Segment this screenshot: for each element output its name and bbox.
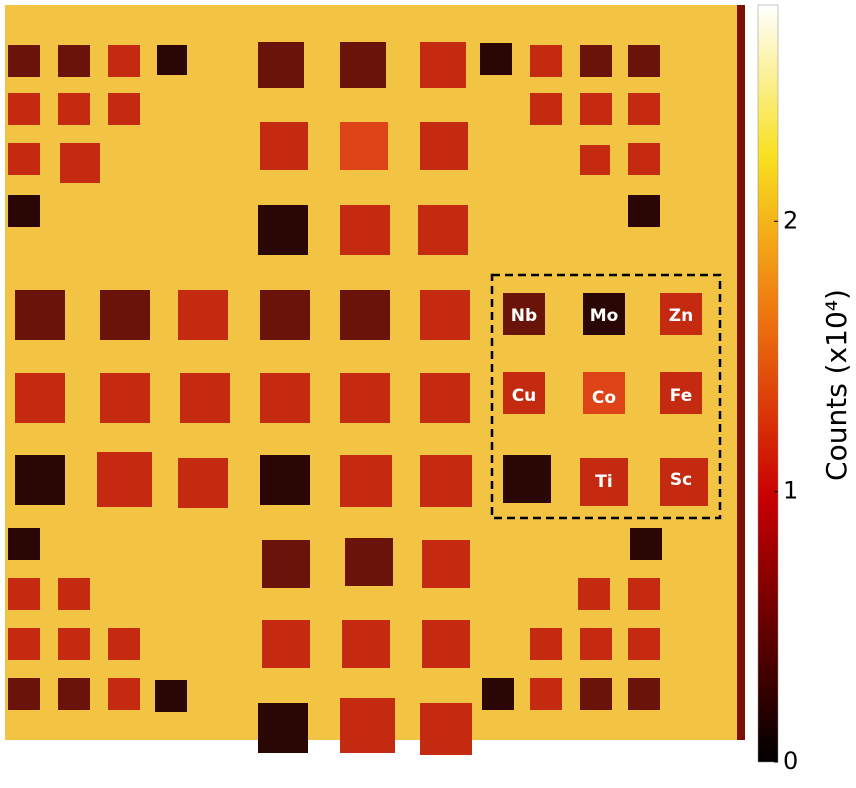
sample-square — [628, 578, 660, 610]
sample-square — [530, 93, 562, 125]
sample-square — [580, 678, 612, 710]
sample-square — [480, 43, 512, 75]
element-label: Co — [592, 388, 616, 408]
sample-square — [340, 455, 392, 507]
element-label: Mo — [590, 306, 619, 326]
colorbar-tick-label: 1 — [783, 477, 798, 505]
sample-square — [58, 578, 90, 610]
sample-square — [630, 528, 662, 560]
sample-square — [8, 528, 40, 560]
sample-square — [157, 45, 187, 75]
sample-square — [340, 698, 395, 753]
colorbar-title: Counts (x10⁴) — [820, 289, 853, 481]
sample-square — [260, 122, 308, 170]
sample-square — [8, 45, 40, 77]
sample-square — [258, 42, 304, 88]
sample-square — [58, 45, 90, 77]
sample-square — [108, 93, 140, 125]
sample-square — [530, 678, 562, 710]
sample-square — [418, 205, 468, 255]
sample-square — [503, 455, 551, 503]
sample-square — [340, 122, 388, 170]
sample-square — [580, 45, 612, 77]
element-label: Zn — [669, 306, 693, 326]
sample-square — [628, 143, 660, 175]
sample-square — [178, 458, 228, 508]
sample-square — [340, 373, 390, 423]
sample-square — [422, 620, 470, 668]
sample-square — [8, 628, 40, 660]
sample-square — [108, 678, 140, 710]
sample-square — [420, 122, 468, 170]
sample-square — [342, 620, 390, 668]
sample-square — [58, 628, 90, 660]
sample-square — [578, 578, 610, 610]
sample-square — [258, 703, 308, 753]
sample-square — [262, 620, 310, 668]
sample-square — [340, 290, 390, 340]
sample-square — [258, 205, 308, 255]
sample-square — [100, 373, 150, 423]
element-label: Cu — [512, 386, 537, 406]
sample-square — [628, 678, 660, 710]
edge-strip — [737, 5, 745, 740]
sample-square — [58, 93, 90, 125]
sample-square — [530, 628, 562, 660]
sample-square — [15, 373, 65, 423]
sample-square — [260, 290, 310, 340]
sample-square — [155, 680, 187, 712]
element-label: Nb — [511, 306, 537, 326]
sample-square — [345, 538, 393, 586]
sample-square — [580, 145, 610, 175]
sample-square — [178, 290, 228, 340]
sample-square — [340, 205, 390, 255]
figure: Nb Mo Zn Cu Co Fe Ti Sc 0 1 2 Counts (x10⁴) — [0, 0, 856, 784]
sample-square — [8, 678, 40, 710]
sample-square — [260, 455, 310, 505]
sample-square — [420, 290, 470, 340]
sample-square — [420, 42, 466, 88]
sample-square — [530, 45, 562, 77]
sample-square — [108, 45, 140, 77]
sample-square — [420, 373, 470, 423]
sample-square — [180, 373, 230, 423]
element-label: Sc — [670, 470, 692, 490]
colorbar-tick-label: 0 — [783, 747, 798, 775]
sample-square — [628, 45, 660, 77]
sample-square — [8, 93, 40, 125]
sample-square — [422, 540, 470, 588]
sample-square — [108, 628, 140, 660]
sample-square — [8, 143, 40, 175]
element-label: Fe — [670, 386, 692, 406]
sample-square — [262, 540, 310, 588]
sample-square — [628, 93, 660, 125]
sample-square — [100, 290, 150, 340]
sample-square — [628, 195, 660, 227]
colorbar-tick-label: 2 — [783, 206, 798, 234]
sample-square — [8, 578, 40, 610]
sample-square — [15, 455, 65, 505]
colorbar — [758, 5, 778, 762]
sample-square — [15, 290, 65, 340]
sample-square — [420, 703, 472, 755]
sample-square — [580, 93, 612, 125]
sample-square — [60, 143, 100, 183]
sample-square — [260, 373, 310, 423]
sample-square — [420, 455, 472, 507]
sample-square — [97, 452, 152, 507]
element-label: Ti — [595, 472, 612, 492]
sample-square — [580, 628, 612, 660]
sample-square — [628, 628, 660, 660]
sample-square — [482, 678, 514, 710]
sample-square — [340, 42, 386, 88]
sample-square — [8, 195, 40, 227]
sample-square — [58, 678, 90, 710]
